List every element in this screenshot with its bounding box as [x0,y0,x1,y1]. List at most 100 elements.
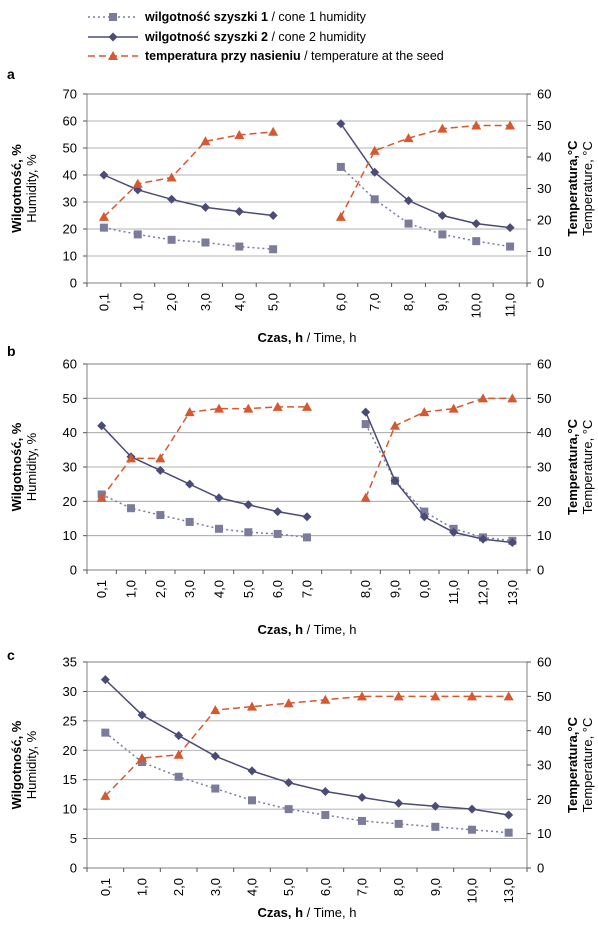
y2-tick-label: 0 [537,276,544,291]
data-point [472,237,481,246]
data-point [431,822,440,831]
chart-panel-b: b 0 10 20 30 40 50 60 0 10 20 30 40 50 60 0,1 1,0 2,0 3,0 4… [7,343,595,637]
data-point [167,235,176,244]
data-point [467,691,477,701]
y2-tick-label: 20 [537,494,551,509]
data-point [100,675,110,685]
x-tick-label: 0,1 [94,580,109,598]
x-tick-label: 0,1 [98,878,113,896]
x-tick-label: 11,0 [503,293,518,317]
legend-marker [108,51,118,60]
data-point [96,492,107,502]
y-tick-label: 10 [63,528,77,543]
data-point [471,219,481,229]
y2-tick-label: 0 [537,563,544,578]
x-tick-label: 1,0 [124,580,139,598]
panel-letter: c [7,647,15,663]
series-temperature-at-the-seed [100,691,514,800]
series-line [340,123,511,229]
series-line [364,411,513,544]
data-point [127,504,135,513]
x-tick-label: 13,0 [501,878,516,903]
data-point [99,223,108,232]
data-point [467,804,477,814]
data-point [99,170,109,180]
x-tick-label: 7,0 [355,878,370,896]
series-line [104,695,509,797]
series-line [103,226,274,250]
y-tick-label: 25 [63,713,77,728]
y-axis-label-en: Humidity, % [24,432,39,501]
series-line [340,166,511,248]
data-point [126,453,136,463]
chart-panel-c: c 0 5 10 15 20 25 30 35 0 10 20 30 40 50 60 0,1 1,0 2,0 3,0… [7,647,595,920]
series-line [364,397,513,499]
x-axis-label-bold: Czas, h [258,330,304,345]
data-point [394,798,404,808]
data-point [283,698,294,708]
x-tick-label: 7,0 [300,580,315,598]
y-tick-label: 10 [63,249,77,264]
data-point [505,120,516,130]
data-point [210,705,221,715]
data-point [201,238,210,247]
data-point [358,816,366,825]
x-tick-label: 6,0 [333,293,348,311]
data-point [336,162,345,171]
x-tick-label: 5,0 [266,293,281,311]
series-line [340,124,511,218]
series-temperature-at-the-seed [96,393,518,502]
panel-letter: b [7,343,16,359]
data-point [235,242,244,251]
legend-label: wilgotność szyszki 2 / cone 2 humidity [144,30,367,44]
data-point [507,393,518,403]
data-point [404,219,413,228]
x-tick-label: 3,0 [208,878,223,896]
data-point [174,731,184,741]
x-tick-label: 6,0 [318,878,333,896]
legend-label-rest: / cone 1 humidity [268,10,367,24]
x-axis-label-en: / Time, h [303,622,356,637]
data-point [155,465,165,475]
y-tick-label: 5 [70,831,77,846]
data-point [184,407,195,417]
data-point [437,211,447,220]
data-point [370,167,380,177]
data-point [504,828,513,837]
data-point [97,421,107,431]
y-tick-label: 60 [63,357,77,372]
y2-tick-label: 40 [537,723,551,738]
data-point [243,500,253,510]
x-tick-label: 10,0 [469,293,484,318]
series-line [104,679,509,816]
y2-tick-label: 10 [537,826,551,841]
y2-axis-label-en: Temperature, °C [580,718,595,813]
x-tick-label: 2,0 [164,293,179,311]
x-tick-label: 7,0 [367,293,382,311]
panel-letter: a [7,66,15,82]
data-point [361,407,371,417]
data-point [419,512,429,522]
y-tick-label: 70 [63,87,77,102]
series-line [101,406,307,499]
data-point [284,805,293,814]
data-point [504,810,514,820]
data-point [335,211,346,221]
y2-tick-label: 30 [537,460,551,475]
x-tick-label: 1,0 [130,293,145,311]
data-point [137,753,147,763]
data-point [234,206,244,216]
data-point [284,778,294,788]
y-tick-label: 10 [63,802,77,817]
y2-axis-label: Temperatura,°C [565,716,580,813]
plot-area [86,661,528,869]
x-tick-label: 4,0 [245,878,260,896]
y-tick-label: 30 [63,460,77,475]
x-tick-label: 8,0 [391,878,406,896]
data-point [185,517,194,526]
data-point [101,728,110,737]
data-point [100,790,111,800]
data-point [166,172,177,182]
series-line [101,425,308,518]
